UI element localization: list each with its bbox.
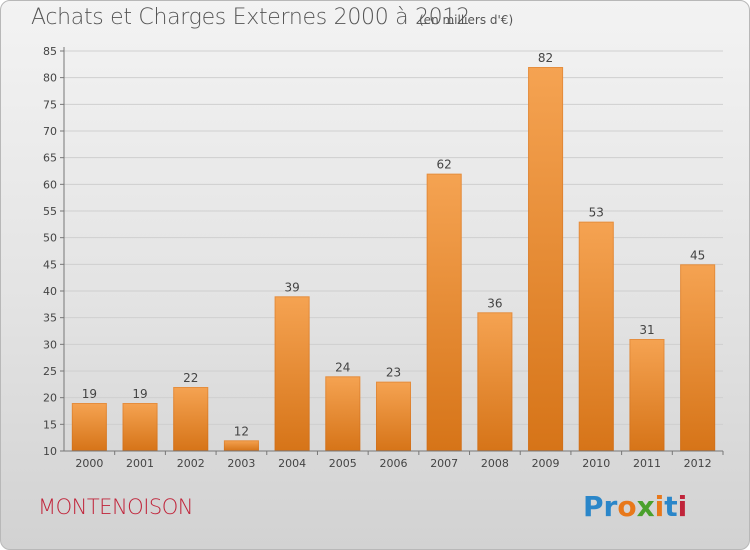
logo-letter: i	[654, 490, 665, 523]
logo-letter: x	[636, 490, 655, 523]
y-tick-label: 30	[43, 338, 57, 351]
y-tick-label: 75	[43, 98, 57, 111]
y-tick-label: 20	[43, 392, 57, 405]
y-tick-label: 85	[43, 45, 57, 58]
bar	[477, 312, 513, 451]
chart-subtitle: (en milliers d'€)	[419, 13, 514, 27]
y-tick-label: 65	[43, 152, 57, 165]
y-tick-label: 25	[43, 365, 57, 378]
logo-letter: o	[617, 490, 637, 523]
x-tick-label: 2005	[329, 457, 357, 470]
chart-title: Achats et Charges Externes 2000 à 2012	[31, 5, 470, 30]
bar	[122, 403, 158, 451]
commune-name: MONTENOISON	[38, 495, 193, 519]
y-tick-label: 70	[43, 125, 57, 138]
data-label: 19	[82, 387, 97, 401]
data-label: 62	[437, 158, 452, 172]
bar	[325, 376, 361, 451]
data-label: 39	[284, 280, 299, 294]
data-label: 31	[639, 323, 654, 337]
bar	[274, 296, 310, 451]
x-tick-label: 2002	[177, 457, 205, 470]
data-label: 19	[132, 387, 147, 401]
y-tick-label: 35	[43, 312, 57, 325]
bar	[528, 67, 564, 451]
bar	[223, 440, 259, 451]
x-tick-label: 2000	[75, 457, 103, 470]
y-tick-label: 40	[43, 285, 57, 298]
data-label: 82	[538, 51, 553, 65]
data-label: 22	[183, 371, 198, 385]
data-label: 12	[234, 424, 249, 438]
x-tick-label: 2012	[684, 457, 712, 470]
bar	[680, 264, 716, 451]
x-tick-label: 2001	[126, 457, 154, 470]
x-tick-label: 2007	[430, 457, 458, 470]
bar	[173, 387, 209, 451]
x-tick-label: 2009	[532, 457, 560, 470]
bar	[578, 221, 614, 451]
bar	[376, 381, 411, 451]
x-tick-label: 2006	[380, 457, 408, 470]
x-tick-label: 2003	[227, 457, 255, 470]
y-tick-label: 55	[43, 205, 57, 218]
data-label: 24	[335, 360, 350, 374]
data-label: 23	[386, 366, 401, 380]
x-tick-label: 2004	[278, 457, 306, 470]
bar	[71, 403, 107, 451]
y-tick-label: 10	[43, 445, 57, 458]
logo-letter: t	[664, 490, 678, 523]
y-tick-label: 60	[43, 178, 57, 191]
y-tick-label: 45	[43, 258, 57, 271]
axis-layer: 10 15 20 25 30 35 40 45 50 55 60 65 70 75 80 85	[43, 45, 724, 458]
bar	[629, 339, 665, 451]
x-tick-label: 2010	[582, 457, 610, 470]
data-label: 53	[589, 206, 604, 220]
logo-letter: i	[677, 490, 688, 523]
logo-letter: r	[603, 490, 618, 523]
y-tick-label: 80	[43, 72, 57, 85]
bar	[426, 173, 462, 451]
x-tick-label: 2011	[633, 457, 661, 470]
logo-letter: P	[583, 490, 604, 523]
proxiti-logo[interactable]: Proxiti	[583, 490, 687, 523]
data-label: 45	[690, 248, 705, 262]
bar-layer	[71, 67, 716, 452]
data-label: 36	[487, 296, 502, 310]
y-tick-label: 15	[43, 418, 57, 431]
y-tick-label: 50	[43, 232, 57, 245]
x-tick-label: 2008	[481, 457, 509, 470]
label-layer: 2000 19 2001 19 2002 22 2003 12 2004 39 2005 24 2006…	[75, 51, 711, 470]
